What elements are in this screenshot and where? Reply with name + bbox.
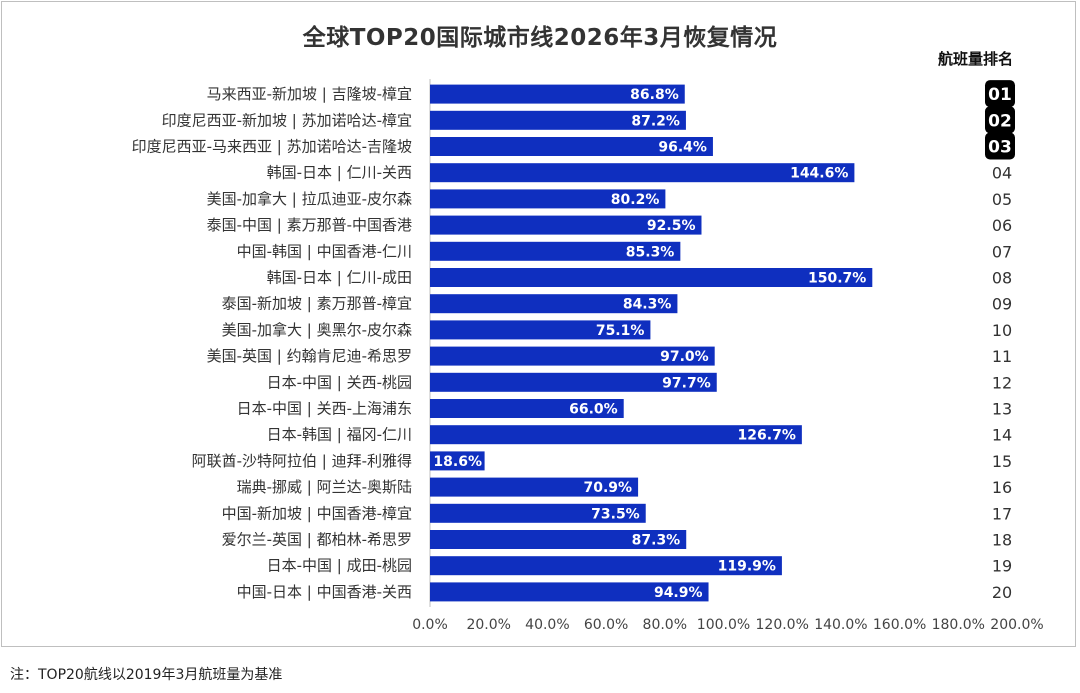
category-label: 马来西亚-新加坡 | 吉隆坡-樟宜 [207,85,412,103]
data-label: 70.9% [584,480,633,496]
rank-label: 02 [988,111,1012,131]
bar [430,477,639,497]
rank-label: 01 [988,85,1012,105]
rank-label: 11 [992,347,1012,366]
x-tick-label: 180.0% [932,617,985,633]
data-label: 94.9% [654,585,703,601]
bar [430,215,702,235]
data-label: 96.4% [658,140,707,156]
bar [430,399,624,418]
bar [430,503,646,523]
data-label: 66.0% [569,402,618,418]
bar [430,556,782,576]
bar [430,294,678,314]
category-label: 美国-加拿大 | 奥黑尔-皮尔森 [222,321,412,339]
rank-label: 04 [992,164,1012,183]
x-tick-label: 0.0% [412,617,448,633]
rank-badge [985,106,1015,134]
x-tick-label: 160.0% [873,617,926,633]
data-label: 84.3% [623,297,672,313]
rank-label: 08 [992,269,1012,288]
x-tick-label: 20.0% [466,617,510,633]
rank-column-header: 航班量排名 [938,50,1014,68]
data-label: 18.6% [433,454,482,470]
bar [430,582,709,602]
category-label: 中国-新加坡 | 中国香港-樟宜 [222,504,412,522]
category-label: 日本-韩国 | 福冈-仁川 [267,426,412,444]
x-tick-label: 40.0% [525,617,569,633]
rank-label: 10 [992,321,1012,340]
rank-label: 06 [992,216,1012,235]
data-label: 97.0% [660,349,709,365]
bar [430,84,685,104]
rank-label: 13 [992,400,1012,419]
data-label: 75.1% [596,323,645,339]
bar [430,163,855,183]
footnote: 注：TOP20航线以2019年3月航班量为基准 [10,667,283,683]
rank-label: 07 [992,242,1012,261]
bar [430,346,715,366]
chart-frame [1,1,1076,647]
rank-badge [985,80,1015,108]
category-label: 泰国-中国 | 素万那普-中国香港 [207,216,412,234]
bar [430,372,717,392]
bar [430,110,686,130]
data-label: 150.7% [808,271,866,287]
chart-title: 全球TOP20国际城市线2026年3月恢复情况 [302,25,778,51]
category-label: 中国-韩国 | 中国香港-仁川 [237,242,412,260]
data-label: 144.6% [790,166,848,182]
data-label: 73.5% [591,506,640,522]
category-label: 爱尔兰-英国 | 都柏林-希思罗 [222,531,412,549]
bar [430,189,666,209]
data-label: 87.3% [632,533,681,549]
bar [430,530,687,549]
category-label: 美国-英国 | 约翰肯尼迪-希思罗 [207,347,412,365]
category-label: 印度尼西亚-新加坡 | 苏加诺哈达-樟宜 [162,111,412,129]
data-label: 87.2% [631,113,680,129]
bar [430,451,485,471]
category-label: 韩国-日本 | 仁川-成田 [267,269,412,287]
category-label: 日本-中国 | 成田-桃园 [267,557,412,575]
rank-label: 20 [992,583,1012,602]
category-label: 印度尼西亚-马来西亚 | 苏加诺哈达-吉隆坡 [132,138,412,156]
rank-label: 18 [992,531,1012,550]
x-tick-label: 80.0% [643,617,687,633]
x-tick-label: 60.0% [584,617,628,633]
rank-label: 05 [992,190,1012,209]
x-tick-label: 140.0% [814,617,867,633]
bar [430,425,802,445]
rank-label: 14 [992,426,1012,445]
rank-label: 12 [992,373,1012,392]
bar [430,241,681,261]
data-label: 119.9% [718,559,776,575]
data-label: 86.8% [630,87,679,103]
rank-label: 17 [992,504,1012,523]
data-label: 97.7% [662,375,711,391]
category-label: 瑞典-挪威 | 阿兰达-奥斯陆 [237,478,412,496]
category-label: 阿联酋-沙特阿拉伯 | 迪拜-利雅得 [192,452,412,470]
x-tick-label: 100.0% [697,617,750,633]
bar [430,320,651,340]
category-label: 中国-日本 | 中国香港-关西 [237,583,412,601]
rank-label: 03 [988,138,1012,158]
category-label: 日本-中国 | 关西-桃园 [267,373,412,391]
data-label: 126.7% [738,428,796,444]
category-label: 泰国-新加坡 | 素万那普-樟宜 [222,295,412,313]
bar [430,268,873,287]
data-label: 85.3% [626,244,675,260]
rank-label: 09 [992,295,1012,314]
category-label: 日本-中国 | 关西-上海浦东 [237,400,412,418]
rank-label: 16 [992,478,1012,497]
rank-label: 15 [992,452,1012,471]
bar [430,137,713,156]
rank-label: 19 [992,557,1012,576]
data-label: 92.5% [647,218,696,234]
x-tick-label: 120.0% [756,617,809,633]
category-label: 美国-加拿大 | 拉瓜迪亚-皮尔森 [207,190,412,208]
data-label: 80.2% [611,192,660,208]
rank-badge [985,132,1015,160]
category-label: 韩国-日本 | 仁川-关西 [267,164,412,182]
x-tick-label: 200.0% [990,617,1043,633]
